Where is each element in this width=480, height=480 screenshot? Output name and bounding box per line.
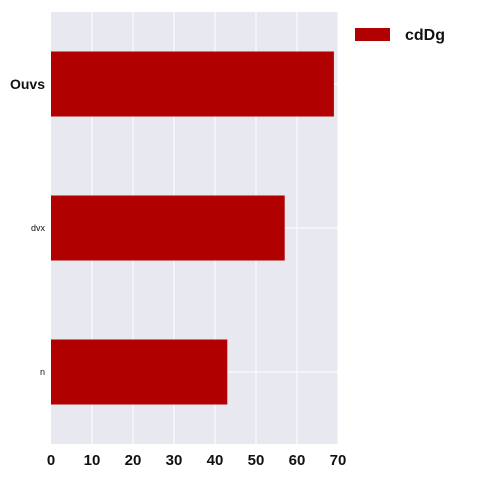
legend-label: cdDg <box>405 27 445 44</box>
x-tick-label-40: 40 <box>207 452 224 469</box>
bar-Ouvs <box>51 51 334 117</box>
category-label-Ouvs: Ouvs <box>10 76 45 92</box>
x-tick-label-60: 60 <box>289 452 306 469</box>
category-label-n: n <box>40 367 45 377</box>
x-tick-label-70: 70 <box>330 452 347 469</box>
x-tick-label-10: 10 <box>84 452 101 469</box>
legend-swatch <box>355 28 390 41</box>
bars <box>51 51 334 405</box>
x-axis-ticks: 0 10 20 30 40 50 60 70 <box>47 452 347 469</box>
x-tick-label-0: 0 <box>47 452 55 469</box>
x-tick-label-50: 50 <box>248 452 265 469</box>
x-tick-label-30: 30 <box>166 452 183 469</box>
bar-n <box>51 339 228 405</box>
category-labels: Ouvs dvx n <box>10 76 46 377</box>
legend: cdDg <box>355 27 445 44</box>
bar-dvx <box>51 195 285 261</box>
category-label-dvx: dvx <box>31 223 46 233</box>
x-tick-label-20: 20 <box>125 452 142 469</box>
